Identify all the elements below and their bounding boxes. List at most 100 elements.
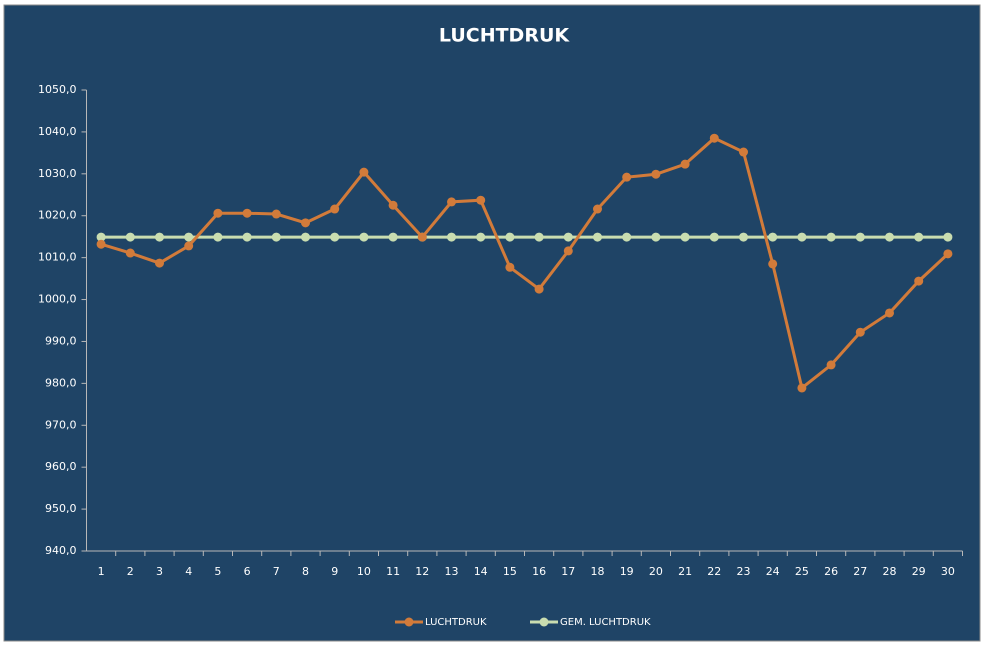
- y-tick-label: 950,0: [45, 502, 77, 515]
- x-tick-label: 9: [331, 565, 338, 578]
- data-point: [213, 208, 223, 218]
- data-point: [914, 276, 924, 286]
- x-tick-label: 29: [912, 565, 926, 578]
- data-point: [476, 232, 486, 242]
- x-tick-label: 7: [273, 565, 280, 578]
- x-tick-label: 21: [678, 565, 692, 578]
- x-tick-label: 6: [244, 565, 251, 578]
- y-tick-label: 1020,0: [38, 209, 77, 222]
- data-point: [96, 239, 106, 249]
- legend-label: LUCHTDRUK: [425, 617, 487, 628]
- x-tick-label: 27: [853, 565, 867, 578]
- x-tick-label: 25: [795, 565, 809, 578]
- data-point: [155, 232, 164, 242]
- data-point: [505, 262, 515, 272]
- x-tick-label: 2: [127, 565, 134, 578]
- data-point: [301, 218, 310, 228]
- y-tick-label: 940,0: [45, 544, 77, 557]
- data-point: [563, 246, 573, 256]
- data-point: [768, 259, 778, 269]
- x-tick-label: 23: [737, 565, 751, 578]
- data-point: [651, 232, 661, 242]
- legend-marker: [404, 617, 414, 627]
- data-point: [271, 209, 281, 219]
- data-point: [855, 232, 865, 242]
- y-tick-label: 1050,0: [38, 83, 77, 96]
- data-point: [330, 232, 340, 242]
- data-point: [271, 232, 281, 242]
- x-tick-label: 12: [415, 565, 429, 578]
- x-tick-label: 4: [185, 565, 192, 578]
- x-tick-label: 22: [707, 565, 721, 578]
- data-point: [622, 172, 632, 182]
- data-point: [943, 232, 953, 242]
- x-tick-label: 1: [98, 565, 105, 578]
- data-point: [709, 133, 719, 143]
- data-point: [447, 197, 456, 207]
- x-tick-label: 13: [445, 565, 459, 578]
- data-point: [388, 232, 398, 242]
- legend-label: GEM. LUCHTDRUK: [560, 617, 651, 628]
- chart-background: [3, 4, 981, 642]
- data-point: [447, 232, 456, 242]
- data-point: [125, 232, 135, 242]
- data-point: [330, 204, 340, 214]
- data-point: [534, 284, 544, 294]
- data-point: [388, 200, 398, 210]
- x-tick-label: 11: [386, 565, 400, 578]
- x-tick-label: 18: [591, 565, 605, 578]
- x-tick-label: 19: [620, 565, 634, 578]
- y-tick-label: 960,0: [45, 460, 77, 473]
- y-tick-label: 1000,0: [38, 293, 77, 306]
- x-tick-label: 17: [561, 565, 575, 578]
- data-point: [593, 232, 602, 242]
- data-point: [943, 249, 953, 259]
- x-tick-label: 30: [941, 565, 955, 578]
- data-point: [184, 241, 194, 251]
- x-tick-label: 8: [302, 565, 309, 578]
- legend-marker: [539, 617, 549, 627]
- data-point: [301, 232, 310, 242]
- y-tick-label: 1010,0: [38, 251, 77, 264]
- data-point: [680, 159, 690, 169]
- x-tick-label: 14: [474, 565, 488, 578]
- data-point: [709, 232, 719, 242]
- data-point: [155, 258, 164, 268]
- y-tick-label: 970,0: [45, 418, 77, 431]
- data-point: [213, 232, 223, 242]
- x-tick-label: 24: [766, 565, 780, 578]
- data-point: [826, 232, 836, 242]
- data-point: [797, 383, 807, 393]
- y-tick-label: 980,0: [45, 376, 77, 389]
- data-point: [96, 232, 106, 242]
- x-tick-label: 28: [883, 565, 897, 578]
- x-tick-label: 15: [503, 565, 517, 578]
- data-point: [593, 204, 602, 214]
- y-tick-label: 1030,0: [38, 167, 77, 180]
- chart-title: LUCHTDRUK: [439, 25, 570, 47]
- data-point: [651, 169, 661, 179]
- data-point: [797, 232, 807, 242]
- data-point: [534, 232, 544, 242]
- x-tick-label: 3: [156, 565, 163, 578]
- y-tick-label: 990,0: [45, 334, 77, 347]
- data-point: [359, 167, 369, 177]
- data-point: [359, 232, 369, 242]
- x-tick-label: 20: [649, 565, 663, 578]
- data-point: [855, 327, 865, 337]
- data-point: [476, 195, 486, 205]
- x-tick-label: 26: [824, 565, 838, 578]
- data-point: [242, 232, 252, 242]
- series-line: [100, 136, 949, 391]
- data-point: [826, 360, 836, 370]
- data-point: [739, 147, 748, 157]
- data-point: [125, 248, 135, 258]
- data-point: [739, 232, 748, 242]
- x-tick-label: 5: [214, 565, 221, 578]
- data-point: [885, 308, 894, 318]
- data-point: [680, 232, 690, 242]
- data-point: [242, 208, 252, 218]
- x-tick-label: 16: [532, 565, 546, 578]
- data-point: [885, 232, 894, 242]
